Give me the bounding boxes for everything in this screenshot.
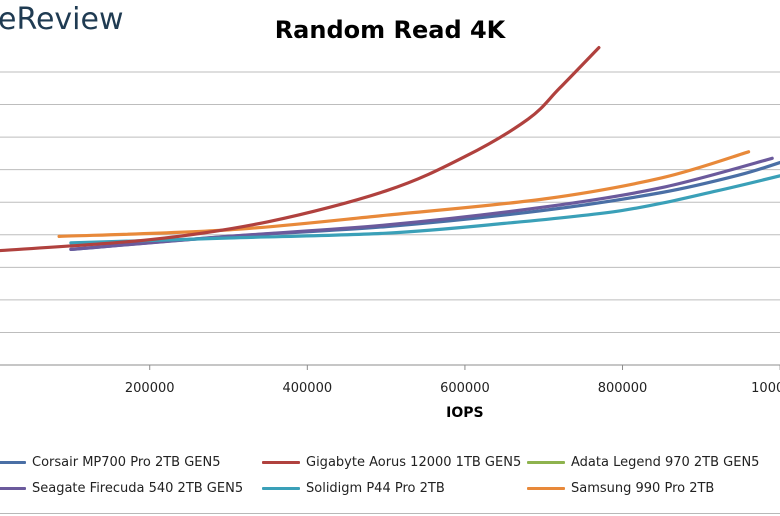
legend-label: Adata Legend 970 2TB GEN5 <box>571 454 760 470</box>
x-tick-label: 1000000 <box>751 381 780 396</box>
legend-swatch <box>262 486 300 490</box>
legend-item: Corsair MP700 Pro 2TB GEN5 <box>0 453 221 471</box>
legend-label: Samsung 990 Pro 2TB <box>571 480 715 496</box>
legend-swatch <box>0 486 26 490</box>
legend-item: Samsung 990 Pro 2TB <box>527 479 714 497</box>
x-tick-label: 800000 <box>598 381 648 396</box>
x-tick-label: 200000 <box>125 381 175 396</box>
series-line <box>0 46 601 253</box>
legend-swatch <box>0 460 26 464</box>
legend-swatch <box>262 460 300 464</box>
legend-label: Gigabyte Aorus 12000 1TB GEN5 <box>306 454 522 470</box>
legend-swatch <box>527 460 565 464</box>
legend-item: Solidigm P44 Pro 2TB <box>262 479 445 497</box>
legend-label: Corsair MP700 Pro 2TB GEN5 <box>32 454 221 470</box>
chart-title: Random Read 4K <box>274 16 506 44</box>
watermark-logo: eReview <box>0 2 124 37</box>
x-axis-label: IOPS <box>446 405 483 421</box>
series-line <box>69 174 780 245</box>
legend-label: Seagate Firecuda 540 2TB GEN5 <box>32 480 244 496</box>
legend-label: Solidigm P44 Pro 2TB <box>306 480 445 496</box>
x-tick-label: 600000 <box>440 381 490 396</box>
chart-frame-bottom <box>0 513 780 514</box>
x-tick-label: 400000 <box>282 381 332 396</box>
series-line <box>57 150 751 238</box>
legend-item: Seagate Firecuda 540 2TB GEN5 <box>0 479 243 497</box>
legend-item: Gigabyte Aorus 12000 1TB GEN5 <box>262 453 521 471</box>
legend: Corsair MP700 Pro 2TB GEN5 Gigabyte Aorus… <box>0 448 780 508</box>
legend-swatch <box>527 486 565 490</box>
legend-item: Adata Legend 970 2TB GEN5 <box>527 453 759 471</box>
